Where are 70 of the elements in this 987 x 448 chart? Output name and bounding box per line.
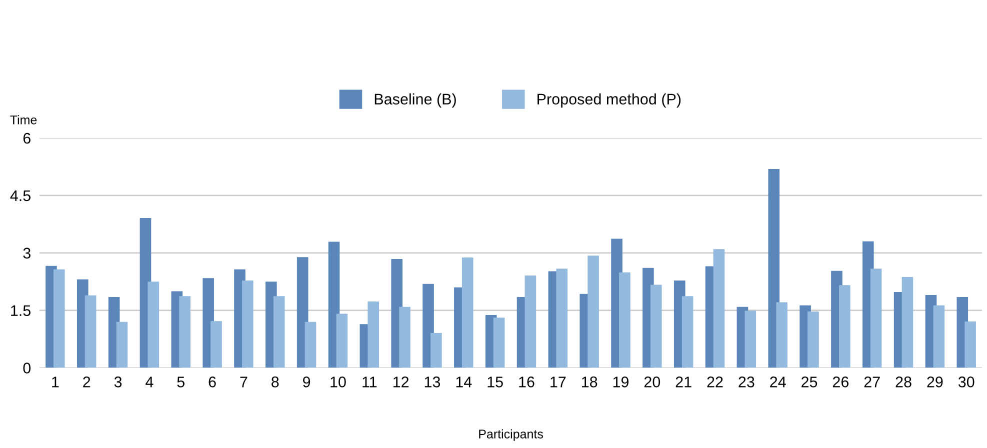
bar bbox=[179, 296, 190, 368]
x-tick-label: 19 bbox=[613, 376, 629, 388]
x-tick-label: 2 bbox=[83, 376, 90, 388]
x-tick-label: 27 bbox=[864, 376, 880, 388]
y-axis-title: Time bbox=[10, 115, 37, 124]
x-tick-label: 29 bbox=[927, 376, 943, 388]
bar bbox=[116, 322, 128, 368]
bar bbox=[84, 295, 96, 368]
bar bbox=[493, 318, 505, 368]
bar bbox=[933, 305, 945, 368]
bar bbox=[776, 302, 788, 368]
y-tick-label: 3 bbox=[23, 248, 30, 259]
x-tick-label: 22 bbox=[707, 376, 723, 388]
bar bbox=[588, 256, 599, 368]
x-tick-label: 4 bbox=[146, 376, 154, 388]
y-tick-label: 1.5 bbox=[11, 305, 31, 316]
bar bbox=[838, 285, 850, 368]
bar bbox=[148, 282, 160, 368]
bar bbox=[399, 306, 410, 368]
bar bbox=[462, 257, 474, 368]
x-tick-label: 21 bbox=[676, 376, 692, 388]
x-axis-title: Participants bbox=[479, 429, 543, 441]
x-tick-label: 20 bbox=[644, 376, 660, 388]
bar bbox=[744, 310, 756, 368]
bar bbox=[368, 302, 379, 368]
x-tick-label: 11 bbox=[362, 376, 377, 388]
bar bbox=[713, 249, 725, 368]
x-tick-label: 16 bbox=[519, 376, 534, 388]
bar bbox=[242, 280, 254, 368]
bar bbox=[524, 275, 536, 368]
x-tick-label: 30 bbox=[958, 376, 974, 388]
x-tick-label: 5 bbox=[177, 376, 184, 388]
x-tick-label: 3 bbox=[114, 376, 122, 388]
bar bbox=[870, 268, 882, 368]
bar bbox=[556, 268, 568, 368]
x-tick-label: 25 bbox=[802, 376, 818, 388]
x-tick-label: 9 bbox=[303, 376, 310, 388]
y-tick-label: 0 bbox=[23, 362, 31, 374]
bar bbox=[210, 321, 222, 368]
y-tick-label: 6 bbox=[23, 132, 30, 144]
bar bbox=[902, 277, 914, 368]
bar bbox=[619, 272, 630, 368]
x-tick-label: 17 bbox=[550, 376, 566, 388]
bar bbox=[304, 322, 316, 368]
y-tick-label: 4.5 bbox=[10, 190, 31, 202]
x-tick-label: 15 bbox=[488, 376, 503, 388]
x-tick-label: 13 bbox=[424, 376, 440, 388]
x-tick-label: 12 bbox=[393, 376, 409, 388]
bar bbox=[964, 321, 976, 368]
bar bbox=[682, 296, 694, 368]
x-tick-label: 10 bbox=[330, 376, 346, 388]
bar bbox=[808, 312, 819, 368]
bar bbox=[53, 269, 65, 368]
x-tick-label: 6 bbox=[208, 376, 216, 388]
bar bbox=[768, 169, 780, 368]
x-tick-label: 23 bbox=[738, 376, 754, 388]
bar bbox=[336, 314, 348, 368]
x-tick-label: 8 bbox=[272, 376, 279, 388]
x-tick-label: 14 bbox=[456, 376, 472, 388]
x-tick-label: 28 bbox=[896, 376, 912, 388]
x-tick-label: 26 bbox=[832, 376, 849, 388]
bar bbox=[273, 296, 285, 368]
x-tick-label: 24 bbox=[770, 376, 786, 388]
x-tick-label: 1 bbox=[52, 376, 59, 388]
bar bbox=[650, 284, 662, 368]
bar bbox=[430, 332, 442, 368]
x-tick-label: 7 bbox=[240, 376, 248, 388]
legend-label: Proposed method (P) bbox=[538, 93, 681, 108]
legend-label: Baseline (B) bbox=[374, 93, 456, 108]
x-tick-label: 18 bbox=[582, 376, 598, 388]
